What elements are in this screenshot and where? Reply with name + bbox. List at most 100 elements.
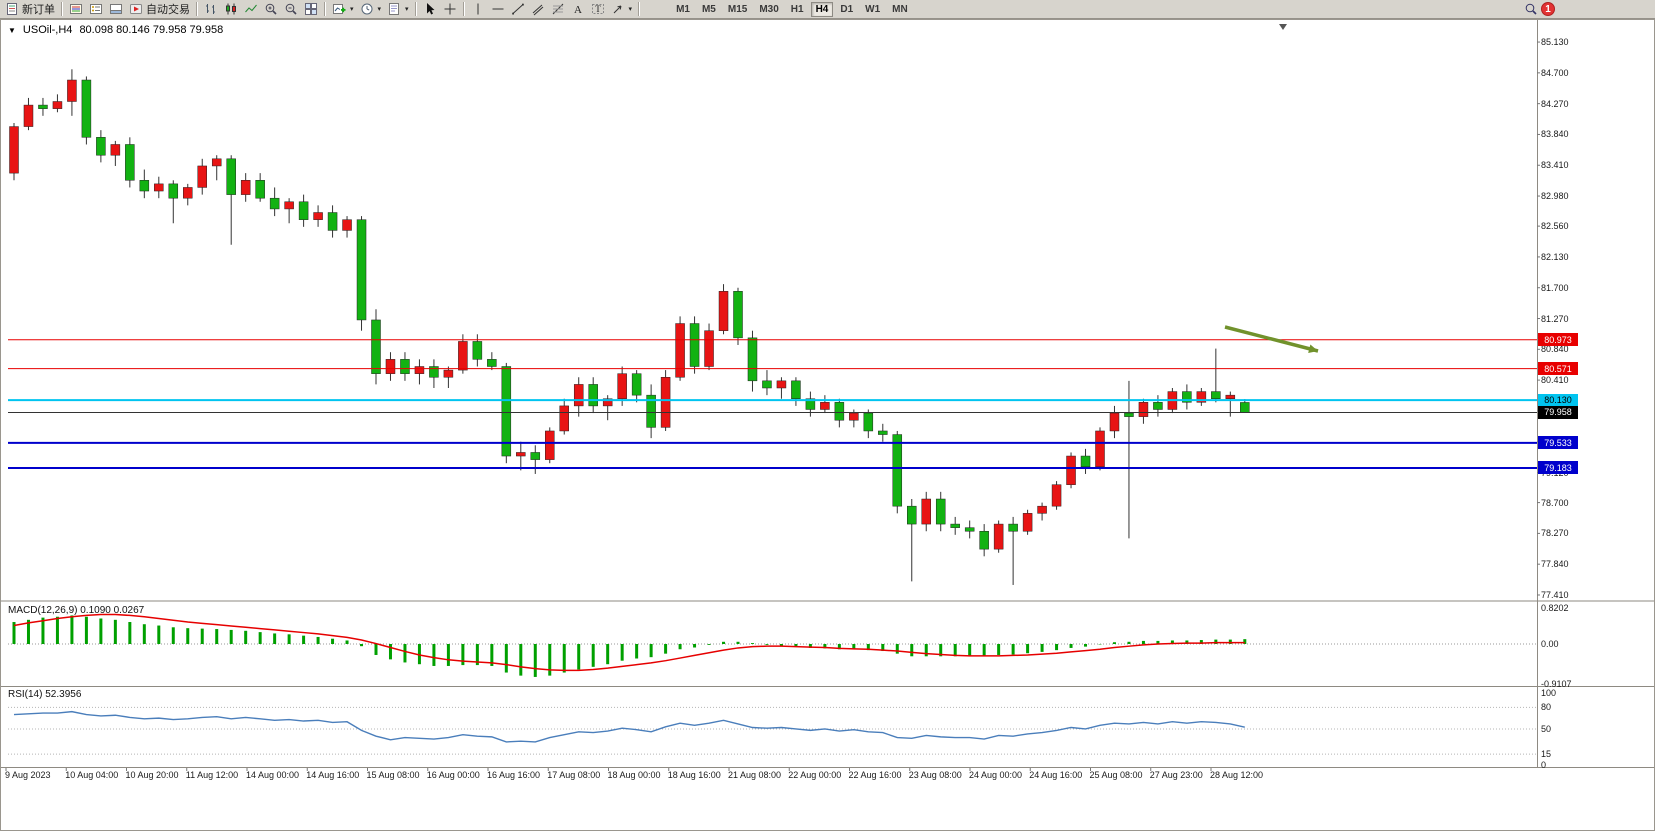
zoom-out-icon bbox=[285, 3, 297, 15]
templates-button[interactable]: ▾ bbox=[384, 1, 412, 18]
cursor-icon bbox=[426, 3, 435, 15]
candle bbox=[892, 430, 903, 514]
candle bbox=[313, 205, 323, 227]
tile-windows-button[interactable] bbox=[301, 1, 321, 18]
cursor-button[interactable] bbox=[420, 1, 440, 18]
candle bbox=[516, 441, 526, 471]
candle bbox=[501, 362, 512, 464]
auto-trading-label: 自动交易 bbox=[146, 4, 190, 16]
horizontal-line-button[interactable] bbox=[488, 1, 508, 18]
arrows-button[interactable]: ▾ bbox=[608, 1, 636, 18]
trendline-button[interactable] bbox=[508, 1, 528, 18]
bar-chart-icon bbox=[206, 4, 215, 14]
candle bbox=[52, 94, 63, 113]
horizontal-line-icon bbox=[492, 8, 504, 10]
symbol-dropdown-icon[interactable]: ▼ bbox=[8, 25, 16, 35]
line-chart-button[interactable] bbox=[241, 1, 261, 18]
timeframe-m1[interactable]: M1 bbox=[671, 2, 695, 17]
arrow-annotation[interactable] bbox=[1224, 325, 1319, 353]
terminal-button[interactable] bbox=[106, 1, 126, 18]
timeframe-m15[interactable]: M15 bbox=[723, 2, 752, 17]
candle bbox=[125, 137, 135, 188]
candle bbox=[356, 216, 367, 331]
text-button[interactable]: A bbox=[568, 1, 588, 18]
timeframe-mn[interactable]: MN bbox=[887, 2, 913, 17]
candle bbox=[414, 359, 425, 385]
toolbar-separator bbox=[196, 2, 198, 16]
candle bbox=[1066, 452, 1076, 489]
candle bbox=[907, 499, 917, 582]
candle bbox=[733, 287, 743, 346]
notification-badge[interactable]: 1 bbox=[1541, 2, 1555, 16]
market-watch-button[interactable] bbox=[66, 1, 86, 18]
candle bbox=[573, 377, 584, 417]
candle bbox=[559, 398, 569, 435]
timeframe-m30[interactable]: M30 bbox=[754, 2, 783, 17]
candle bbox=[1196, 387, 1207, 406]
dropdown-arrow-icon[interactable]: ▾ bbox=[405, 6, 409, 13]
periods-button[interactable]: ▾ bbox=[357, 1, 385, 18]
timeframe-h4[interactable]: H4 bbox=[810, 1, 834, 17]
new-order-icon bbox=[7, 3, 17, 15]
new-order-button[interactable]: 新订单 bbox=[2, 1, 58, 18]
chart-window-border bbox=[0, 19, 1655, 831]
candle bbox=[110, 140, 121, 166]
vertical-line-button[interactable] bbox=[468, 1, 488, 18]
label-button[interactable]: T bbox=[588, 1, 608, 18]
candles-layer bbox=[9, 69, 1250, 585]
crosshair-button[interactable] bbox=[440, 1, 460, 18]
new-chart-button[interactable]: ▾ bbox=[329, 1, 357, 18]
zoom-in-button[interactable] bbox=[261, 1, 281, 18]
market-watch-icon bbox=[70, 4, 82, 14]
toolbar-separator bbox=[414, 2, 417, 16]
equidistant-channel-button[interactable] bbox=[528, 1, 548, 18]
timeframe-h1[interactable]: H1 bbox=[786, 2, 809, 17]
dropdown-arrow-icon[interactable]: ▾ bbox=[350, 6, 354, 13]
candle bbox=[863, 409, 874, 439]
candle bbox=[1051, 481, 1062, 510]
fibonacci-button[interactable] bbox=[548, 1, 568, 18]
timeframe-d1[interactable]: D1 bbox=[835, 2, 858, 17]
templates-icon bbox=[389, 3, 400, 15]
text-icon: A bbox=[574, 4, 582, 16]
search-button[interactable] bbox=[1521, 1, 1541, 18]
rsi-line bbox=[13, 710, 1245, 743]
periods-clock-icon bbox=[361, 3, 373, 15]
navigator-button[interactable] bbox=[86, 1, 106, 18]
candle bbox=[23, 97, 34, 131]
candle bbox=[834, 398, 845, 428]
candle bbox=[1211, 348, 1221, 403]
new-order-label: 新订单 bbox=[22, 4, 55, 16]
candle bbox=[791, 377, 801, 406]
zoom-out-button[interactable] bbox=[281, 1, 301, 18]
dropdown-arrow-icon[interactable]: ▾ bbox=[377, 6, 382, 13]
bar-chart-button[interactable] bbox=[201, 1, 221, 18]
candle bbox=[96, 130, 106, 163]
candle bbox=[81, 76, 92, 145]
auto-trading-button[interactable]: 自动交易 bbox=[126, 1, 193, 18]
rsi-label-text: RSI(14) bbox=[8, 689, 43, 700]
candlestick-chart-icon bbox=[226, 3, 236, 15]
candle bbox=[154, 176, 164, 199]
candle bbox=[1153, 395, 1163, 417]
macd-histogram bbox=[12, 615, 1247, 677]
timeframe-w1[interactable]: W1 bbox=[860, 2, 885, 17]
candle bbox=[1182, 384, 1192, 410]
navigator-icon bbox=[90, 4, 102, 14]
tile-windows-icon bbox=[305, 3, 317, 15]
chart-shift-marker[interactable] bbox=[1279, 24, 1287, 30]
dropdown-arrow-icon[interactable]: ▾ bbox=[628, 6, 633, 13]
timeframe-m5[interactable]: M5 bbox=[697, 2, 721, 17]
candlestick-chart-button[interactable] bbox=[221, 1, 241, 18]
candle bbox=[226, 155, 236, 245]
candle bbox=[429, 359, 439, 388]
candle bbox=[38, 97, 48, 116]
rsi-value: 52.3956 bbox=[45, 689, 82, 700]
candle bbox=[269, 187, 280, 217]
candle bbox=[993, 520, 1004, 553]
candle bbox=[255, 173, 265, 202]
trendline-icon bbox=[511, 3, 524, 15]
timeframe-group: M1 M5 M15 M30 H1 H4 D1 W1 MN bbox=[671, 1, 913, 17]
candle bbox=[298, 194, 309, 227]
